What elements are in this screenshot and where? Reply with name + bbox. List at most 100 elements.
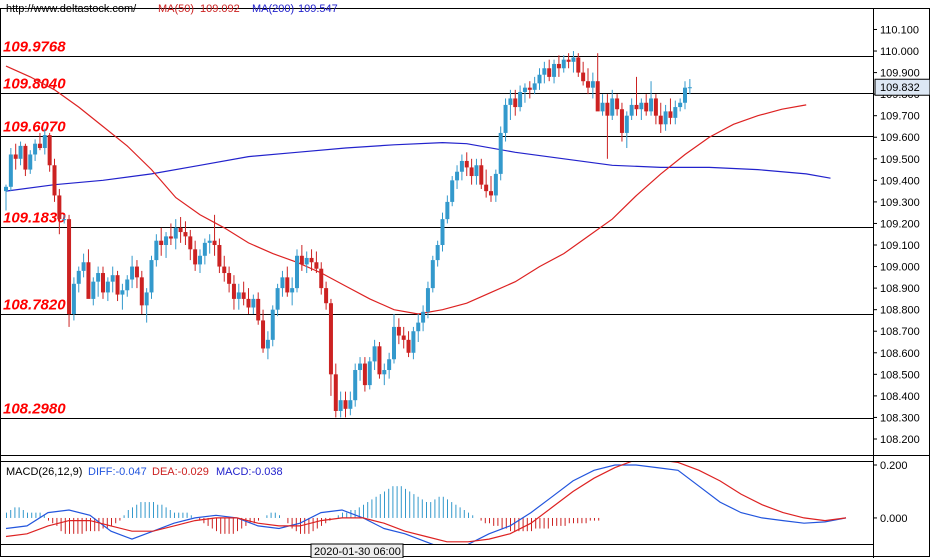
y-tick-label: 109.300 — [880, 197, 920, 209]
price-axis[interactable]: 110.100110.000109.900109.800109.700109.6… — [873, 24, 930, 446]
candle-body — [159, 240, 164, 246]
y-tick-label: 108.300 — [880, 412, 920, 424]
candle-body — [57, 195, 62, 220]
candle-body — [498, 132, 503, 174]
candle-body — [683, 87, 687, 103]
candle-body — [120, 290, 125, 295]
candle-body — [328, 303, 333, 375]
level-lines: 109.9768 109.8040 109.6070 109.1830 108.7820… — [0, 39, 873, 419]
candle-body — [552, 63, 557, 77]
candle-body — [522, 87, 527, 92]
y-tick-label: 108.400 — [880, 391, 920, 403]
macd-axis: 0.200 0.000 — [873, 460, 908, 525]
dea-line — [5, 462, 847, 543]
level-label: 108.7820 — [3, 297, 66, 314]
candle-body — [290, 288, 295, 293]
candle-body — [343, 400, 348, 409]
candle-body — [299, 255, 304, 265]
y-tick-label: 108.700 — [880, 326, 920, 338]
candle-body — [236, 292, 241, 299]
candle-body — [474, 165, 479, 177]
level-label: 109.6070 — [3, 119, 66, 136]
candle-body — [440, 219, 445, 246]
candle-body — [198, 255, 202, 265]
candle-body — [619, 109, 624, 133]
candle-body — [8, 154, 13, 187]
candle-body — [42, 135, 47, 149]
candle-body — [314, 262, 319, 269]
candle-body — [411, 331, 416, 353]
candle-body — [600, 102, 605, 112]
candle-body — [358, 363, 363, 371]
candle-body — [173, 227, 178, 239]
candle-body — [144, 292, 149, 306]
candle-body — [280, 277, 285, 289]
y-tick-label: 108.200 — [880, 434, 920, 446]
candle-body — [377, 346, 382, 375]
candle-body — [425, 288, 430, 312]
ma200-value: 109.547 — [298, 3, 338, 15]
y-tick-label: 108.800 — [880, 305, 920, 317]
y-tick-label: 108.600 — [880, 348, 920, 360]
candle-body — [401, 335, 406, 340]
candle-body — [518, 91, 523, 108]
candle-body — [493, 173, 498, 196]
y-tick-label: 109.500 — [880, 154, 920, 166]
candle-body — [362, 363, 367, 386]
ma50-value: 109.092 — [200, 3, 240, 15]
current-price-label: 109.832 — [880, 82, 920, 94]
candle-body — [207, 240, 212, 243]
y-tick-label: 108.500 — [880, 369, 920, 381]
candle-body — [18, 145, 23, 159]
candle-body — [222, 266, 227, 274]
macd-plot — [5, 462, 847, 544]
candle-body — [634, 104, 639, 110]
candle-body — [168, 236, 173, 239]
site-url[interactable]: http://www.deltastock.com/ — [6, 3, 137, 15]
candle-body — [76, 270, 81, 284]
candle-body — [581, 72, 586, 82]
candle-body — [382, 370, 387, 375]
level-label: 109.8040 — [3, 76, 66, 93]
candle-body — [348, 400, 353, 409]
y-tick-label: 109.000 — [880, 262, 920, 274]
candle-body — [241, 292, 246, 299]
candle-body — [304, 257, 309, 265]
candle-body — [537, 74, 542, 84]
candle-body — [23, 145, 28, 170]
candle-body — [101, 273, 105, 293]
candle-body — [183, 232, 188, 237]
candle-body — [387, 359, 392, 371]
y-tick-label: 110.000 — [880, 46, 919, 58]
candle-body — [231, 283, 236, 299]
candle-body — [105, 281, 110, 293]
candle-body — [188, 236, 193, 250]
candle-body — [212, 240, 217, 246]
ma50-path — [5, 65, 807, 315]
candle-body — [265, 339, 270, 349]
candle-body — [125, 279, 130, 291]
candle-body — [571, 57, 576, 62]
candle-body — [372, 346, 377, 362]
y-tick-label: 109.100 — [880, 240, 920, 252]
candle-body — [610, 98, 615, 116]
y-tick-label: 109.600 — [880, 132, 920, 144]
candle-body — [202, 242, 207, 256]
candle-body — [406, 339, 411, 353]
candle-body — [164, 236, 169, 246]
candle-body — [586, 81, 590, 88]
candle-body — [81, 262, 86, 271]
candle-body — [110, 275, 115, 282]
candle-body — [134, 266, 139, 278]
candle-body — [508, 98, 513, 105]
macd-dea: DEA:-0.029 — [152, 466, 209, 478]
candle-body — [52, 165, 57, 196]
candle-body — [687, 87, 692, 89]
ma50-line — [5, 65, 807, 315]
candle-body — [295, 255, 299, 289]
candle-body — [668, 111, 673, 118]
candle-body — [193, 249, 198, 265]
candle-body — [130, 266, 135, 280]
candle-body — [658, 115, 663, 125]
